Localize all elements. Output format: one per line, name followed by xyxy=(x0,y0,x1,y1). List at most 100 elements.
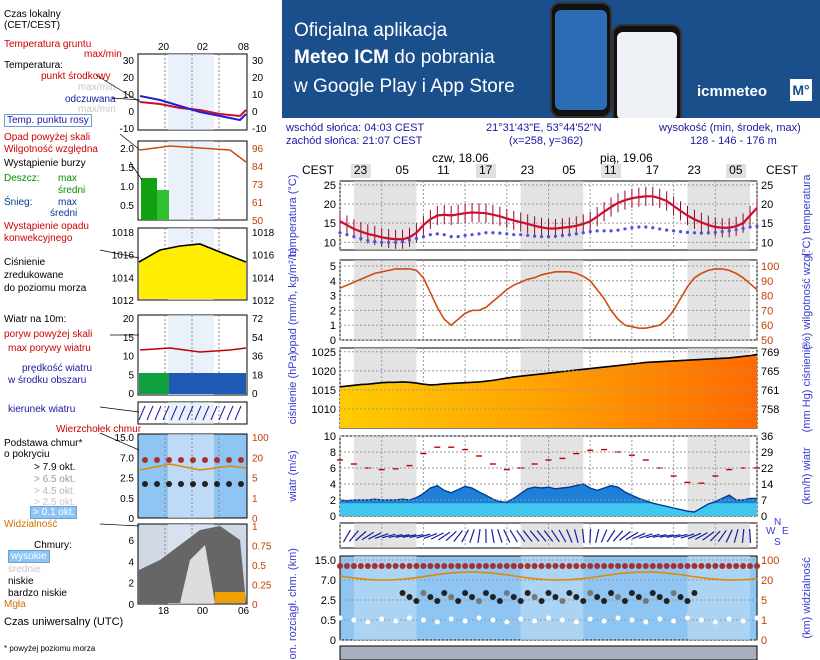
dew-point xyxy=(658,227,662,231)
temp-panel: 25 20 15 10 25 20 15 10 temperatura (°C) (°C) tem… xyxy=(287,174,813,257)
tz-label-right: CEST xyxy=(766,163,799,177)
pressure-line xyxy=(339,353,758,388)
mini-dir-night xyxy=(168,402,214,424)
cloud-top-dot xyxy=(413,563,420,569)
dew-point xyxy=(609,229,613,233)
legend-utc-18: 18 xyxy=(158,606,170,617)
mini-base-dot xyxy=(178,481,184,487)
wind-tl-0: 10 xyxy=(324,431,336,443)
precip-tr-4: 60 xyxy=(761,320,773,332)
press-tl-3: 1010 xyxy=(312,404,336,416)
night-band xyxy=(520,523,584,548)
mini-top-dot xyxy=(214,457,220,463)
cloud-base-dot xyxy=(621,598,628,604)
cloud-ylabel-right: (km) widzialność xyxy=(801,557,813,639)
mini-hum-tr-3: 61 xyxy=(252,198,264,209)
legend-gust-above: poryw powyżej skali xyxy=(4,329,93,340)
mini-fog-bar xyxy=(215,592,245,603)
cloud-low-dot xyxy=(448,616,454,622)
legend-connector xyxy=(99,406,140,413)
cloud-top-dot xyxy=(670,563,677,569)
cloud-top-dot xyxy=(649,563,656,569)
legend-fog: Mgła xyxy=(4,599,26,610)
precip-tl-0: 5 xyxy=(330,261,336,273)
cloud-base-dot xyxy=(469,594,476,600)
coords-text: 21°31'43"E, 53°44'52"N xyxy=(486,122,602,134)
wind-panel: 10 8 6 4 2 0 36 29 22 14 7 0 wiatr (m/s) (km/h) wiatr xyxy=(287,431,813,523)
wind-arrow xyxy=(687,532,702,540)
phone-image-2 xyxy=(612,24,682,118)
cloud-base-dot xyxy=(566,590,573,596)
dew-point xyxy=(567,233,571,237)
mini-wind-tr-3: 18 xyxy=(252,370,264,381)
legend-mid: średnie xyxy=(8,564,41,575)
cloud-top-dot xyxy=(392,563,399,569)
cloud-low-dot xyxy=(698,617,704,623)
legend-connector xyxy=(111,97,141,101)
dew-point xyxy=(672,229,676,233)
mini-dir-arrow xyxy=(202,405,210,421)
cloud-top-dot xyxy=(385,563,392,569)
wind-arrow xyxy=(509,529,518,543)
mini-dir-arrow xyxy=(194,405,202,421)
mini-base-dot xyxy=(226,481,232,487)
mini-base-dot xyxy=(202,481,208,487)
cloud-tr-2: 5 xyxy=(761,595,767,607)
cloud-tr-4: 0 xyxy=(761,635,767,647)
mini-hum-tr-4: 50 xyxy=(252,216,264,227)
tz-label-left: CEST xyxy=(302,163,335,177)
cloud-tl-2: 2.5 xyxy=(321,595,336,607)
wind-tr-2: 22 xyxy=(761,463,773,475)
legend-visibility: Widzialność xyxy=(4,519,58,530)
cloud-top-dot xyxy=(496,563,503,569)
mini-base-dot xyxy=(154,481,160,487)
wind-arrow xyxy=(680,533,695,539)
mini-hum-line xyxy=(139,145,247,163)
precip-tl-1: 4 xyxy=(330,276,336,288)
wind-tl-2: 6 xyxy=(330,463,336,475)
mini-rain-bar xyxy=(141,178,157,220)
cloud-top-dot xyxy=(642,563,649,569)
cloud-top-dot xyxy=(448,563,455,569)
cloud-ylabel-left: pion. rozciągł. chm. (km) xyxy=(287,548,299,660)
wind-tr-1: 29 xyxy=(761,447,773,459)
legend-rain-mid: średni xyxy=(58,185,86,196)
legend-clouds: Chmury: xyxy=(34,540,72,551)
dew-point xyxy=(463,233,467,238)
legend-ground-temp-sub: max/min xyxy=(84,49,122,60)
cloud-base-dot xyxy=(462,590,469,596)
cloud-top-dot xyxy=(615,563,621,569)
legend-wind-mean: prędkość wiatru xyxy=(22,363,93,374)
dew-point xyxy=(400,239,405,244)
mini-temp-tl-2: 10 xyxy=(123,90,135,101)
cloud-base-dot xyxy=(608,590,615,596)
dew-point xyxy=(519,233,523,237)
cloud-low-dot xyxy=(587,616,593,622)
mini-press-tl-1: 1016 xyxy=(112,251,135,262)
dew-point xyxy=(685,230,690,234)
hour-tick-bg xyxy=(726,164,747,178)
wind-arrow xyxy=(543,530,554,542)
pressure-area xyxy=(340,354,757,428)
cloud-base-dot xyxy=(413,598,420,604)
mini-dir-arrow xyxy=(162,405,170,421)
mini-pressure-line xyxy=(138,243,247,263)
cloud-base-dot xyxy=(552,594,559,600)
app-banner[interactable]: Oficjalna aplikacja Meteo ICM do pobrani… xyxy=(282,0,820,118)
cloud-top-dot xyxy=(469,563,476,569)
wind-arrow xyxy=(666,534,681,538)
cloud-top-dot xyxy=(663,563,670,569)
cloud-top-dot xyxy=(698,563,705,569)
precip-ylabel-right: (%) wilgotność wzgl. xyxy=(801,250,813,350)
cloud-top-dot xyxy=(482,563,489,569)
mini-press-tr-0: 1018 xyxy=(252,228,275,239)
mini-cloud-area-2 xyxy=(180,545,215,603)
mini-temp-tr-3: 0 xyxy=(252,107,258,118)
temp-tr-3: 10 xyxy=(761,237,773,249)
compass-e: E xyxy=(782,526,789,537)
precip-tr-1: 90 xyxy=(761,276,773,288)
cloud-top-dot xyxy=(427,563,434,569)
cloud-base-dot xyxy=(406,594,413,600)
mini-cl-tr-3: 0.25 xyxy=(252,581,272,592)
mini-wind-tl-2: 10 xyxy=(123,352,135,363)
